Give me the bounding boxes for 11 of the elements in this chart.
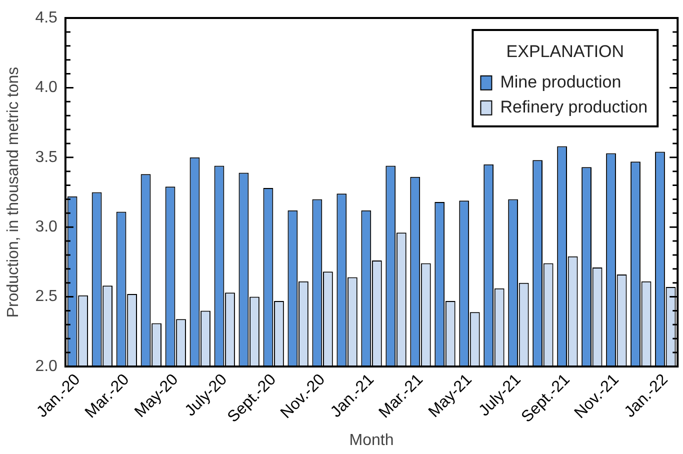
legend-title: EXPLANATION — [506, 42, 624, 62]
y-tick-label: 4.0 — [35, 79, 58, 96]
x-axis-title: Month — [349, 432, 394, 449]
y-axis-title: Production, in thousand metric tons — [5, 66, 22, 318]
text: 2.0 — [35, 358, 58, 375]
y-tick-label: 4.5 — [35, 9, 58, 26]
y-tick-label: 2.5 — [35, 288, 58, 306]
y-tick-label: 3.5 — [35, 148, 58, 166]
legend-label: Refinery production — [500, 98, 648, 117]
y-tick-label: 3.0 — [35, 218, 58, 236]
legend-label: Mine production — [500, 72, 622, 92]
